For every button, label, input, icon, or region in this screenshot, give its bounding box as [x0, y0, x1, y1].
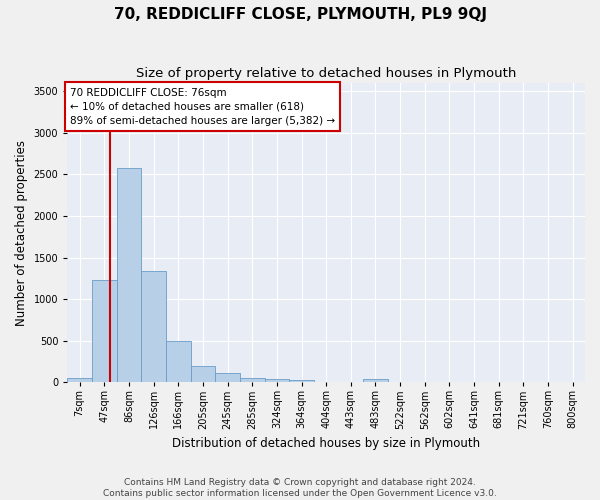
Bar [191, 366, 215, 382]
Bar [67, 378, 92, 382]
Bar [116, 168, 141, 382]
Title: Size of property relative to detached houses in Plymouth: Size of property relative to detached ho… [136, 68, 517, 80]
Bar [141, 271, 166, 382]
Bar [289, 380, 314, 382]
Bar [92, 280, 116, 382]
Bar [215, 374, 240, 382]
Text: 70 REDDICLIFF CLOSE: 76sqm
← 10% of detached houses are smaller (618)
89% of sem: 70 REDDICLIFF CLOSE: 76sqm ← 10% of deta… [70, 88, 335, 126]
Bar [166, 340, 191, 382]
Bar [240, 378, 265, 382]
X-axis label: Distribution of detached houses by size in Plymouth: Distribution of detached houses by size … [172, 437, 480, 450]
Bar [265, 379, 289, 382]
Text: Contains HM Land Registry data © Crown copyright and database right 2024.
Contai: Contains HM Land Registry data © Crown c… [103, 478, 497, 498]
Bar [363, 380, 388, 382]
Y-axis label: Number of detached properties: Number of detached properties [15, 140, 28, 326]
Text: 70, REDDICLIFF CLOSE, PLYMOUTH, PL9 9QJ: 70, REDDICLIFF CLOSE, PLYMOUTH, PL9 9QJ [113, 8, 487, 22]
